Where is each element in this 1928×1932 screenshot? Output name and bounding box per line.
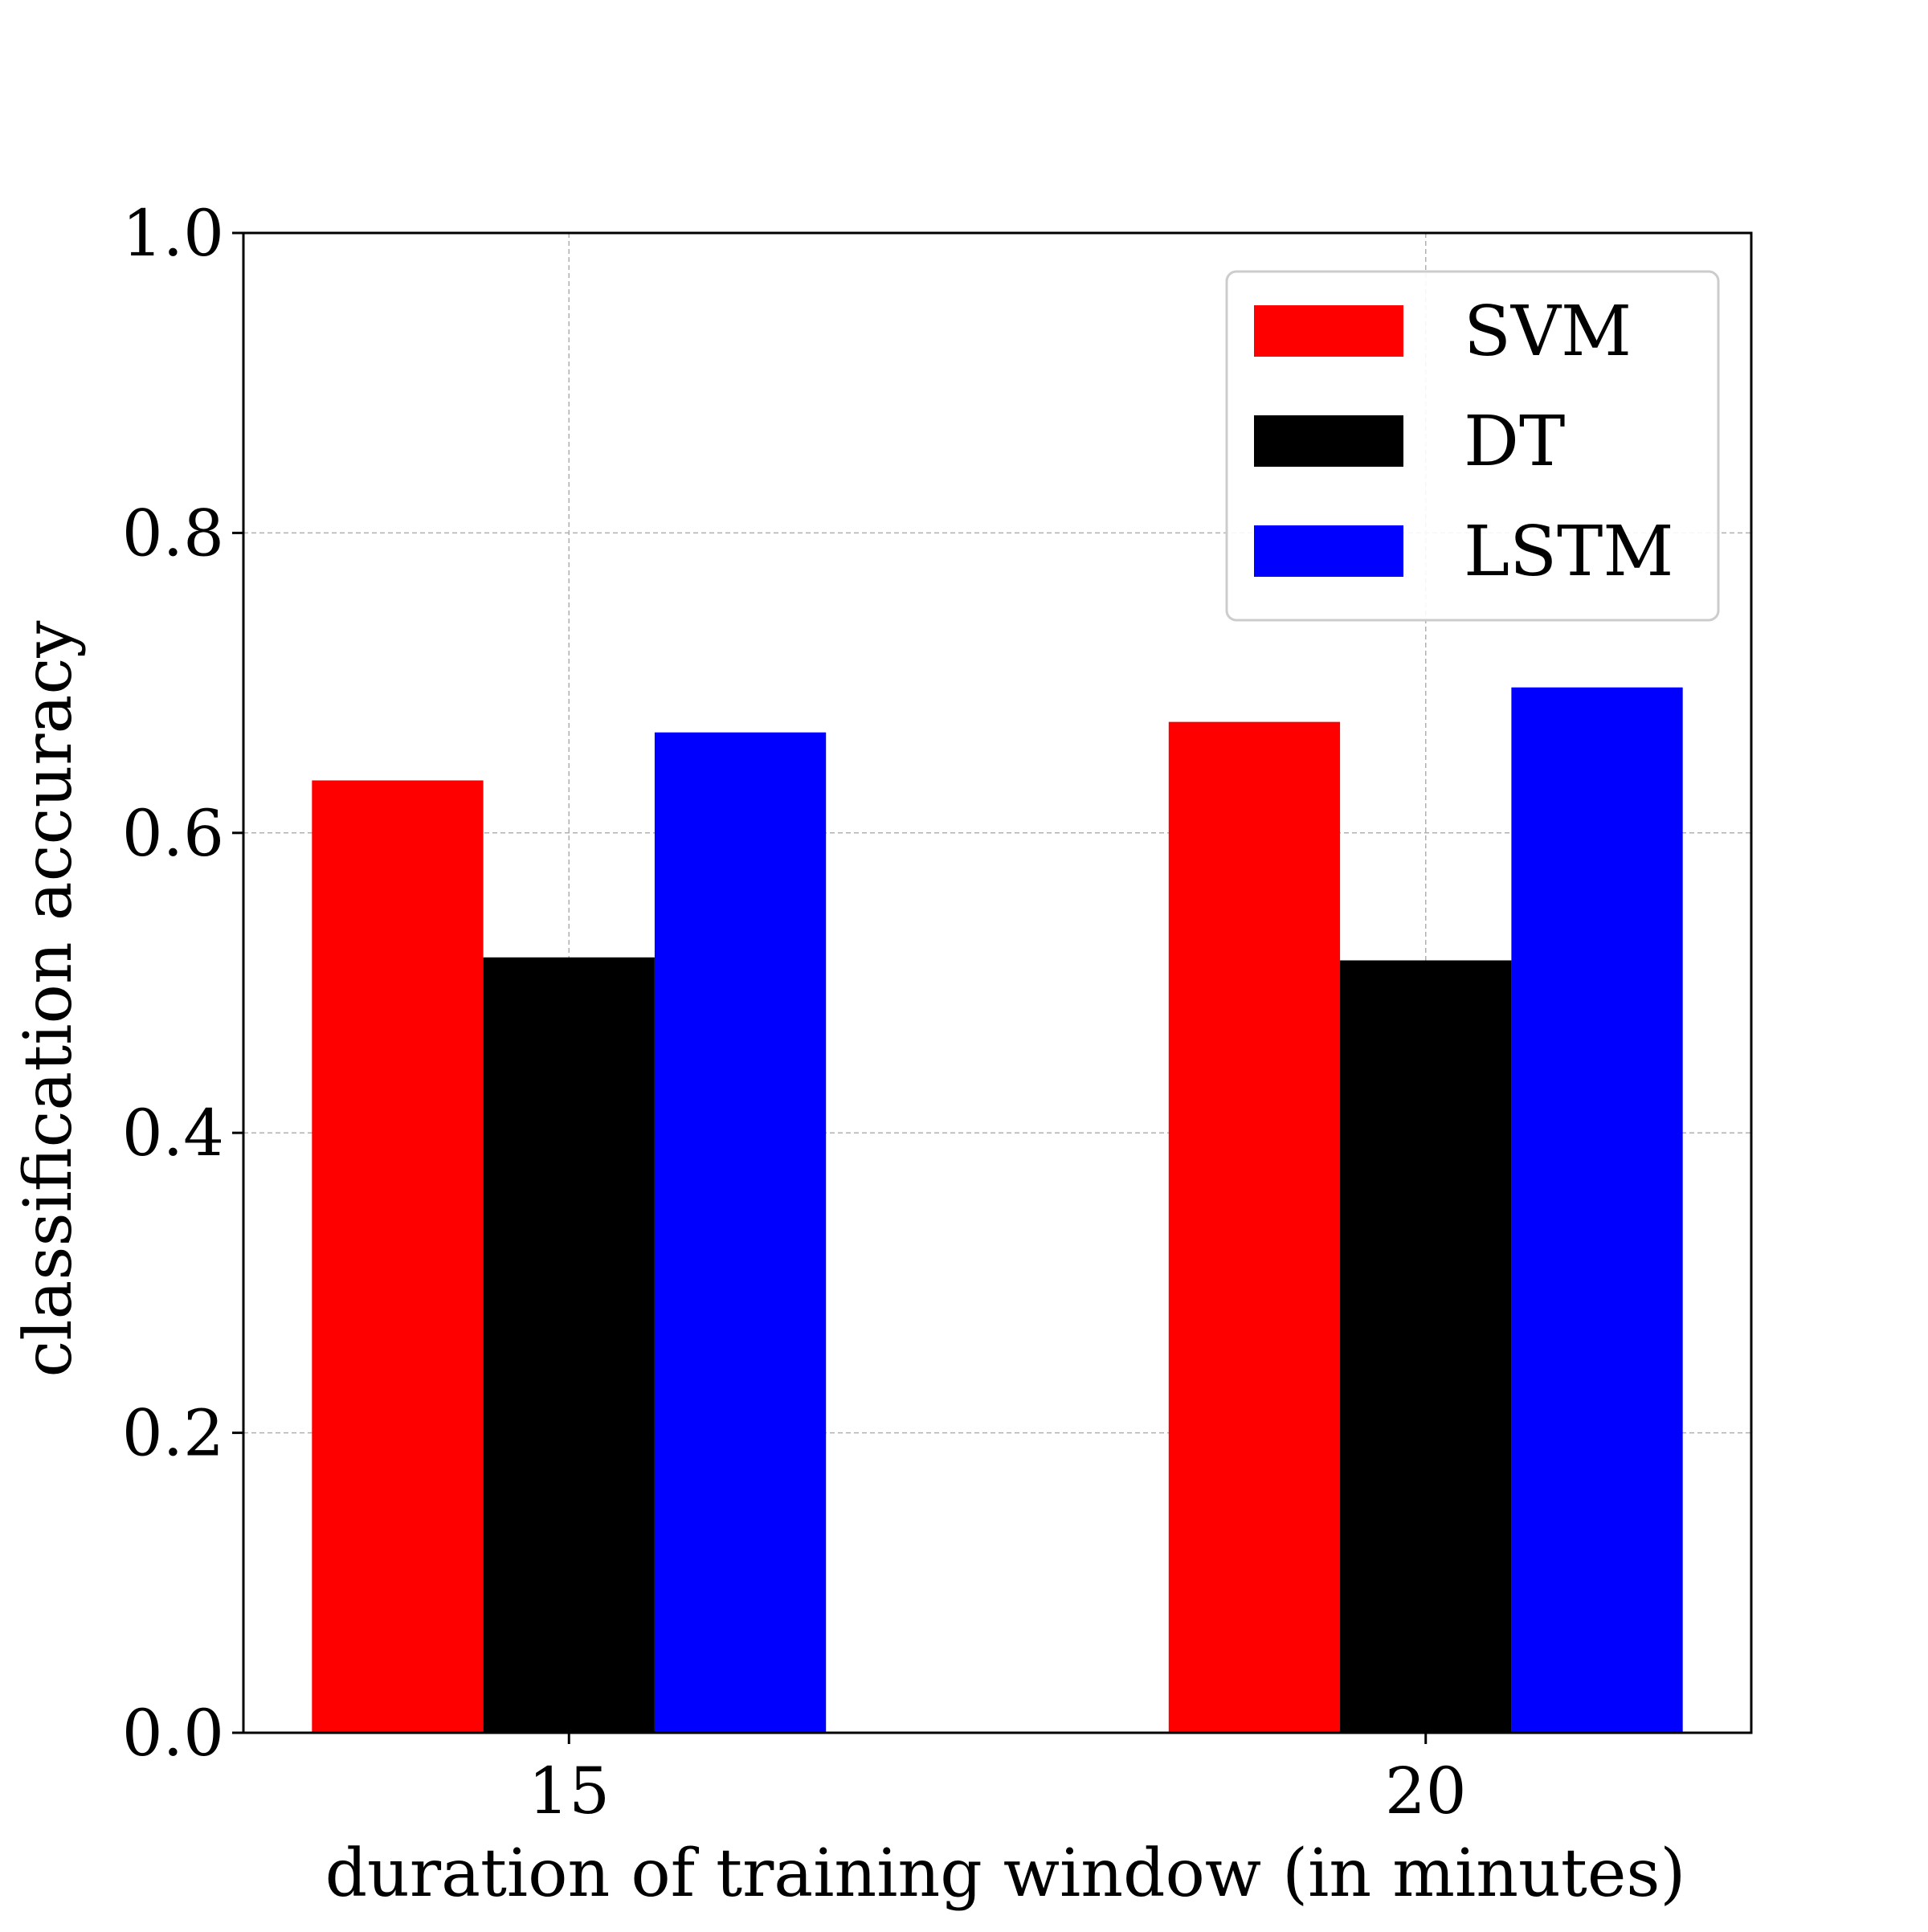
y-tick-label: 0.2 <box>122 1396 224 1471</box>
bar-svm-20 <box>1168 721 1341 1733</box>
bars <box>312 687 1683 1734</box>
y-tick-label: 0.0 <box>122 1696 224 1771</box>
legend-label-lstm: LSTM <box>1464 512 1673 592</box>
y-tick-label: 0.6 <box>122 796 224 871</box>
y-tick-label: 0.4 <box>122 1096 224 1170</box>
y-tick-label: 1.0 <box>122 196 224 271</box>
plot-frame <box>242 231 1753 1734</box>
legend: SVM DT LSTM <box>1225 270 1720 622</box>
bar-lstm-20 <box>1511 687 1683 1734</box>
legend-swatch-lstm <box>1254 525 1403 577</box>
legend-swatch-dt <box>1254 415 1403 467</box>
legend-label-dt: DT <box>1464 402 1565 482</box>
x-tick-label: 20 <box>1385 1754 1467 1828</box>
y-axis: 0.0 0.2 0.4 0.6 0.8 1.0 <box>122 196 243 1771</box>
y-axis-title: classification accuracy <box>10 620 87 1378</box>
x-axis: 15 20 <box>528 1733 1467 1828</box>
bar-dt-20 <box>1340 960 1512 1733</box>
x-tick-label: 15 <box>528 1754 610 1828</box>
bar-lstm-15 <box>654 732 827 1734</box>
y-tick-label: 0.8 <box>122 496 224 570</box>
x-axis-title: duration of training window (in minutes) <box>325 1836 1686 1912</box>
bar-dt-15 <box>483 957 655 1733</box>
legend-swatch-svm <box>1254 305 1403 357</box>
bar-svm-15 <box>312 780 484 1733</box>
legend-label-svm: SVM <box>1464 292 1632 372</box>
